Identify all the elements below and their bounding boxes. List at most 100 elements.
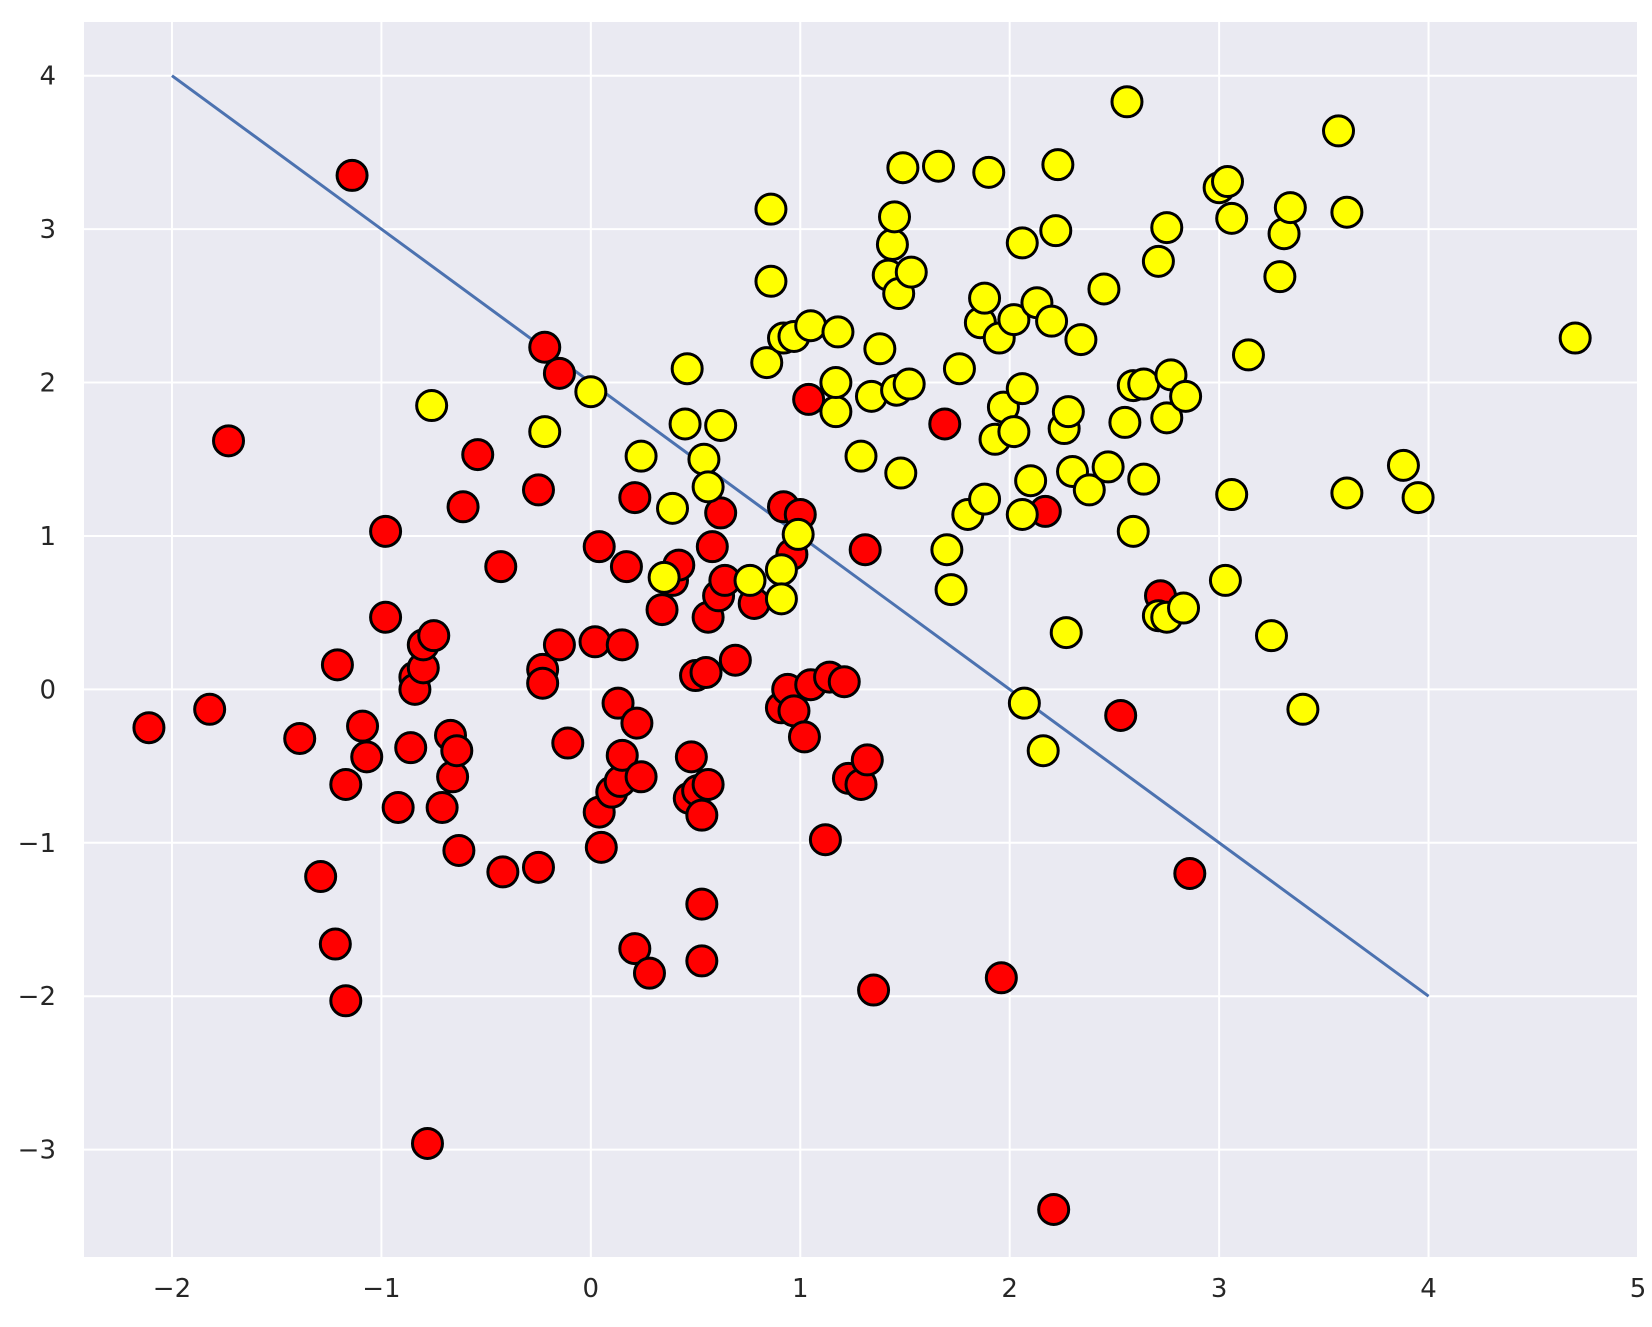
series-1-point-35 [894, 255, 928, 289]
plot-background [84, 22, 1638, 1257]
series-1-point-94 [1330, 476, 1364, 510]
series-1-point-84 [1211, 165, 1245, 199]
y-tick-label: −3 [18, 1136, 56, 1166]
series-1-point-3 [624, 439, 658, 473]
series-1-point-37 [930, 533, 964, 567]
x-tick-label: 2 [1001, 1274, 1018, 1304]
y-tick-label: −2 [18, 982, 56, 1012]
series-1-point-44 [972, 155, 1006, 189]
series-0-point-20 [410, 1126, 444, 1160]
x-tick-label: 1 [792, 1274, 809, 1304]
series-0-point-69 [704, 496, 738, 530]
series-0-point-0 [132, 711, 166, 745]
series-0-point-42 [584, 830, 618, 864]
y-tick-label: 1 [39, 522, 56, 552]
series-1-point-19 [781, 517, 815, 551]
series-1-point-42 [968, 281, 1002, 315]
series-0-point-21 [417, 619, 451, 653]
series-1-point-54 [1014, 464, 1048, 498]
series-1-point-62 [1051, 395, 1085, 429]
series-0-point-79 [787, 720, 821, 754]
series-0-point-22 [425, 790, 459, 824]
series-1-point-51 [1005, 226, 1039, 260]
series-1-point-77 [1150, 401, 1184, 435]
series-1-point-68 [1108, 405, 1142, 439]
series-0-point-28 [461, 438, 495, 472]
series-1-point-57 [1035, 304, 1069, 338]
series-0-point-10 [346, 709, 380, 743]
series-1-point-91 [1273, 191, 1307, 225]
series-1-point-98 [1558, 321, 1592, 355]
series-0-point-67 [695, 530, 729, 564]
y-tick-label: −1 [18, 829, 56, 859]
series-0-point-84 [827, 665, 861, 699]
series-1-point-36 [921, 149, 955, 183]
series-0-point-7 [329, 984, 363, 1018]
series-0-point-27 [446, 490, 480, 524]
series-0-point-89 [857, 973, 891, 1007]
series-0-point-36 [542, 356, 576, 390]
series-1-point-72 [1127, 367, 1161, 401]
series-0-point-47 [605, 738, 639, 772]
series-1-point-7 [670, 352, 704, 386]
series-1-point-95 [1330, 195, 1364, 229]
series-0-point-38 [551, 726, 585, 760]
series-0-point-49 [618, 481, 652, 515]
series-1-point-22 [819, 366, 853, 400]
series-0-point-40 [582, 530, 616, 564]
series-0-point-4 [304, 860, 338, 894]
series-1-point-73 [1127, 462, 1161, 496]
series-0-point-32 [521, 473, 555, 507]
series-0-point-37 [542, 628, 576, 662]
series-1-point-38 [934, 573, 968, 607]
series-0-point-51 [620, 706, 654, 740]
y-axis-tick-labels: −3 −2 −1 0 1 2 3 4 [18, 62, 56, 1166]
series-0-point-39 [578, 625, 612, 659]
series-1-point-8 [687, 442, 721, 476]
series-1-point-43 [968, 482, 1002, 516]
series-0-point-9 [335, 158, 369, 192]
series-0-point-12 [369, 600, 403, 634]
series-1-point-96 [1386, 448, 1420, 482]
data-points [132, 85, 1592, 1226]
series-1-point-88 [1254, 619, 1288, 653]
series-1-point-32 [884, 456, 918, 490]
series-0-point-3 [283, 721, 317, 755]
series-0-point-8 [329, 767, 363, 801]
series-1-point-83 [1208, 563, 1242, 597]
series-1-point-34 [892, 367, 926, 401]
y-tick-label: 2 [39, 369, 56, 399]
series-0-point-94 [1104, 698, 1138, 732]
series-1-point-12 [750, 346, 784, 380]
series-0-point-80 [792, 382, 826, 416]
series-0-point-30 [484, 550, 518, 584]
series-1-point-33 [886, 151, 920, 185]
series-1-point-2 [574, 375, 608, 409]
series-1-point-52 [1005, 497, 1039, 531]
x-tick-label: 4 [1420, 1274, 1437, 1304]
series-1-point-0 [415, 389, 449, 423]
y-tick-label: 0 [39, 675, 56, 705]
series-1-point-93 [1322, 114, 1356, 148]
series-0-point-58 [674, 740, 708, 774]
series-0-point-87 [850, 743, 884, 777]
series-0-point-64 [689, 655, 723, 689]
series-0-point-52 [624, 760, 658, 794]
series-1-point-89 [1263, 260, 1297, 294]
series-1-point-39 [942, 352, 976, 386]
series-1-point-14 [754, 192, 788, 226]
series-1-point-58 [1039, 214, 1073, 248]
series-1-point-49 [997, 303, 1031, 337]
x-axis-tick-labels: −2 −1 0 1 2 3 4 5 [153, 1274, 1646, 1304]
series-1-point-81 [1169, 379, 1203, 413]
series-0-point-31 [521, 850, 555, 884]
series-0-point-5 [318, 927, 352, 961]
series-0-point-61 [685, 887, 719, 921]
series-1-point-53 [1007, 686, 1041, 720]
series-1-point-29 [878, 200, 912, 234]
series-0-point-15 [394, 731, 428, 765]
series-1-point-70 [1116, 514, 1150, 548]
series-0-point-26 [442, 833, 476, 867]
series-1-point-10 [704, 408, 738, 442]
